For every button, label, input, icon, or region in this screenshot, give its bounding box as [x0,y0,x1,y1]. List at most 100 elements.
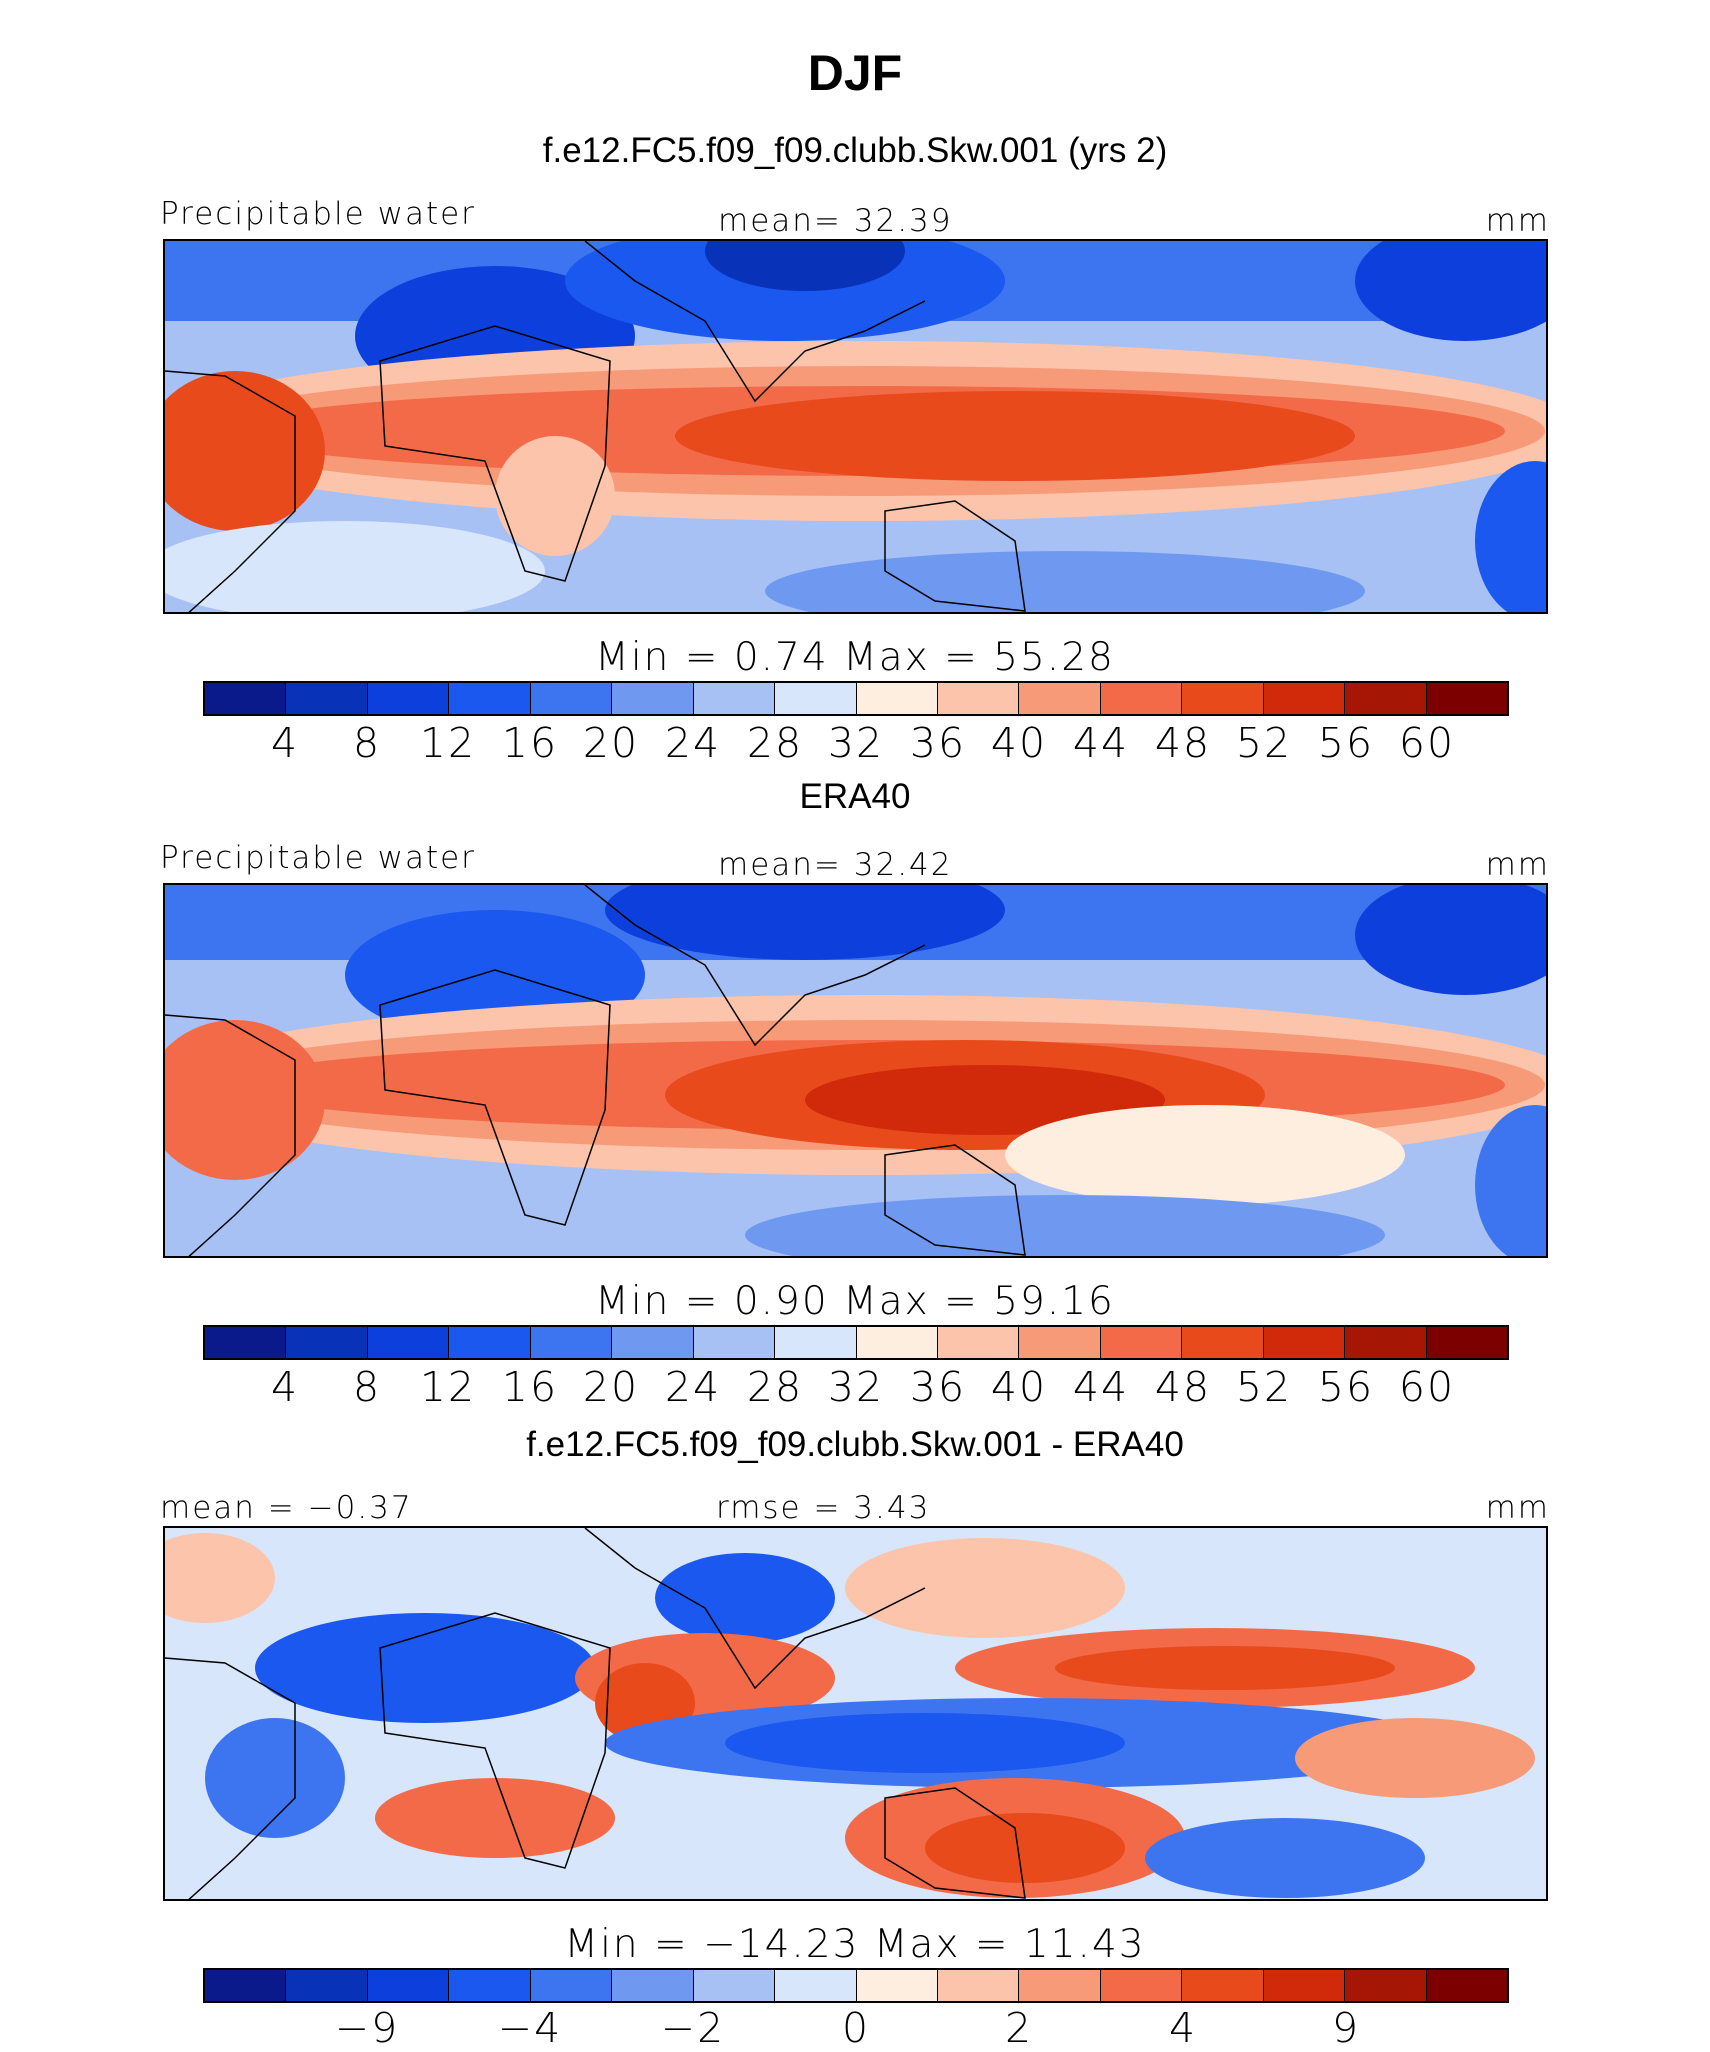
panel-1-tick: 32 [827,719,885,767]
panel-2-tick: 4 [270,1363,300,1411]
panel-3-field [165,1528,1546,1899]
colorbar-3-swatch [1019,1970,1101,2001]
colorbar-3-swatch [205,1970,287,2001]
colorbar-1-swatch [1345,683,1427,714]
colorbar-2-swatch [205,1327,287,1358]
colorbar-1-swatch [1019,683,1101,714]
colorbar-2-swatch [1426,1327,1507,1358]
colorbar-3-swatch [1100,1970,1183,2001]
colorbar-3-swatch [367,1970,450,2001]
colorbar-1-swatch [1426,683,1507,714]
colorbar-2-swatch [530,1327,613,1358]
panel-2-tick: 8 [352,1363,382,1411]
colorbar-1-swatch [856,683,938,714]
colorbar-3-swatch [856,1970,938,2001]
panel-1-tick: 60 [1398,719,1456,767]
panel-1-tick: 20 [582,719,640,767]
panel-3-colorbar [203,1968,1509,2003]
panel-1-tick: 28 [746,719,804,767]
colorbar-3-swatch [530,1970,613,2001]
colorbar-1-swatch [937,683,1020,714]
panel-2-tick: 52 [1235,1363,1293,1411]
colorbar-1-swatch [612,683,694,714]
panel-1-min-max: Min = 0.74 Max = 55.28 [595,635,1115,680]
panel-2-tick: 24 [664,1363,722,1411]
colorbar-2-swatch [286,1327,368,1358]
panel-3-tick: −2 [660,2004,726,2052]
panel-3-tick: 4 [1168,2004,1198,2052]
panel-2-map [163,883,1548,1258]
panel-2-tick: 20 [582,1363,640,1411]
panel-1-units-label: mm [1485,203,1550,239]
panel-1-field [165,241,1546,612]
panel-2-tick: 28 [746,1363,804,1411]
colorbar-2-swatch [1019,1327,1101,1358]
colorbar-2-swatch [856,1327,938,1358]
panel-3-units-label: mm [1485,1490,1550,1526]
panel-2-field [165,885,1546,1256]
panel-3-subtitle: f.e12.FC5.f09_f09.clubb.Skw.001 - ERA40 [526,1425,1184,1464]
panel-2-tick: 12 [419,1363,477,1411]
colorbar-1-swatch [530,683,613,714]
colorbar-3-swatch [449,1970,531,2001]
panel-2-tick: 16 [501,1363,559,1411]
panel-1-tick: 44 [1072,719,1130,767]
colorbar-1-swatch [286,683,368,714]
panel-2-subtitle: ERA40 [799,777,911,816]
colorbar-1-swatch [1182,683,1264,714]
colorbar-1-swatch [1263,683,1346,714]
panel-1-tick: 12 [419,719,477,767]
panel-1-tick: 8 [352,719,382,767]
panel-3-mean-label: mean = −0.37 [160,1490,413,1526]
panel-1-map [163,239,1548,614]
colorbar-3-swatch [693,1970,776,2001]
panel-2-tick: 60 [1398,1363,1456,1411]
panel-1-tick: 56 [1317,719,1375,767]
panel-3-rmse-label: rmse = 3.43 [716,1490,931,1526]
colorbar-3-swatch [937,1970,1020,2001]
colorbar-2-swatch [1182,1327,1264,1358]
panel-3-tick: 2 [1004,2004,1034,2052]
colorbar-3-swatch [1345,1970,1427,2001]
panel-1-tick: 52 [1235,719,1293,767]
panel-2-tick: 40 [990,1363,1048,1411]
panel-2-min-max: Min = 0.90 Max = 59.16 [595,1279,1115,1324]
panel-2-tick: 44 [1072,1363,1130,1411]
panel-1-mean-label: mean= 32.39 [718,203,953,239]
colorbar-2-swatch [937,1327,1020,1358]
panel-1-tick: 4 [270,719,300,767]
colorbar-3-swatch [286,1970,368,2001]
panel-3-map [163,1526,1548,1901]
colorbar-3-swatch [775,1970,857,2001]
panel-1-subtitle: f.e12.FC5.f09_f09.clubb.Skw.001 (yrs 2) [542,131,1168,170]
colorbar-1-swatch [1100,683,1183,714]
panel-2-mean-label: mean= 32.42 [718,847,953,883]
panel-1-tick: 24 [664,719,722,767]
panel-2-tick: 48 [1154,1363,1212,1411]
colorbar-2-swatch [1345,1327,1427,1358]
colorbar-2-swatch [367,1327,450,1358]
panel-3-tick: −4 [497,2004,563,2052]
panel-2-tick: 56 [1317,1363,1375,1411]
panel-2-units-label: mm [1485,847,1550,883]
panel-1-tick: 40 [990,719,1048,767]
panel-1-variable-label: Precipitable water [160,196,476,232]
colorbar-1-swatch [205,683,287,714]
colorbar-1-swatch [693,683,776,714]
colorbar-2-swatch [1263,1327,1346,1358]
colorbar-2-swatch [693,1327,776,1358]
colorbar-3-swatch [1426,1970,1507,2001]
colorbar-1-swatch [367,683,450,714]
colorbar-2-swatch [775,1327,857,1358]
colorbar-3-swatch [1182,1970,1264,2001]
colorbar-3-swatch [1263,1970,1346,2001]
panel-2-tick: 32 [827,1363,885,1411]
colorbar-2-swatch [612,1327,694,1358]
panel-3-min-max: Min = −14.23 Max = 11.43 [564,1922,1146,1967]
panel-1-tick: 36 [909,719,967,767]
colorbar-3-swatch [612,1970,694,2001]
colorbar-2-swatch [1100,1327,1183,1358]
colorbar-1-swatch [449,683,531,714]
panel-1-colorbar [203,681,1509,716]
panel-2-colorbar [203,1325,1509,1360]
